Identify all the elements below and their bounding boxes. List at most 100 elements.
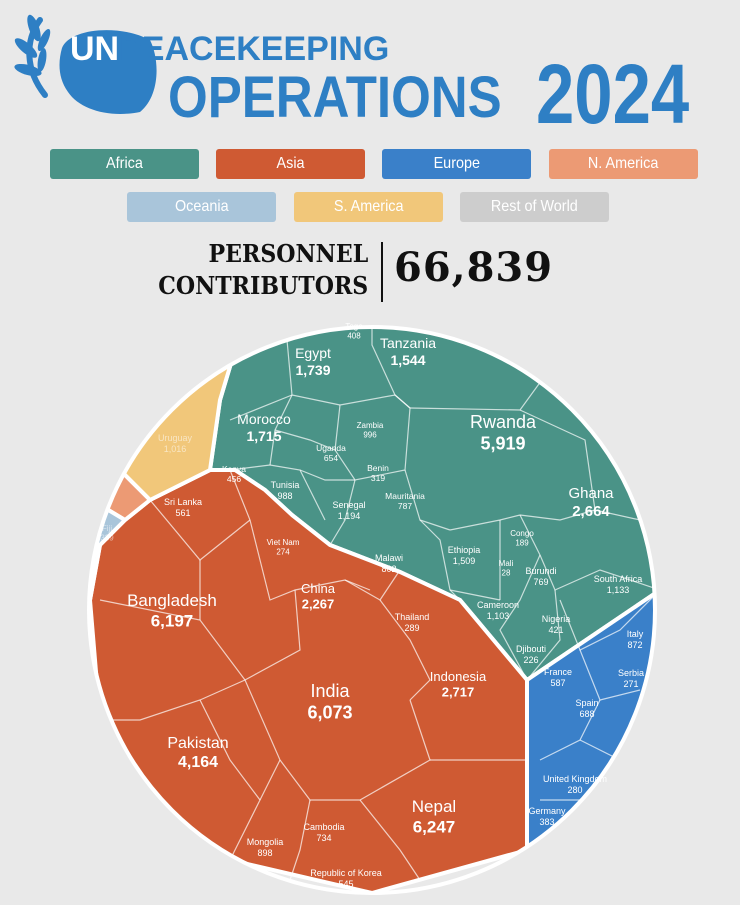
cell-boundary (100, 679, 246, 721)
legend-item-s-america: S. America (294, 192, 443, 222)
cell-label-congo: Congo (510, 529, 534, 538)
cell-label-burundi: Burundi (525, 566, 556, 576)
cell-boundary (379, 599, 431, 701)
title-line2: OPERATIONS (168, 65, 502, 130)
cell-boundary (199, 699, 261, 861)
legend-label: Asia (276, 155, 305, 172)
cell-value-serbia: 271 (623, 679, 638, 689)
cell-label-malawi: Malawi (375, 553, 403, 563)
cell-boundary (244, 679, 431, 801)
cell-value-ghana: 2,664 (572, 503, 610, 520)
cell-label-nepal: Nepal (412, 797, 456, 816)
legend-item-n-america: N. America (549, 149, 698, 179)
cell-label-italy: Italy (627, 629, 644, 639)
cell-label-viet-nam: Viet Nam (267, 538, 300, 547)
cell-boundary (526, 589, 561, 681)
cell-boundary (229, 394, 293, 421)
cell-value-cambodia: 734 (316, 833, 331, 843)
legend-label: N. America (588, 155, 659, 172)
cell-value-rwanda: 5,919 (480, 434, 525, 454)
cell-value-ethiopia: 1,509 (453, 556, 476, 566)
cell-value-italy: 872 (627, 640, 642, 650)
contributors-label-line2: CONTRIBUTORS (158, 271, 368, 300)
cell-value-malawi: 802 (381, 564, 396, 574)
cell-label-ghana: Ghana (568, 485, 614, 502)
cell-boundary (419, 519, 461, 601)
cell-boundary (244, 589, 301, 681)
contributors-total: 66,839 (394, 244, 554, 291)
cell-label-togo: Togo (345, 322, 363, 331)
cell-label-united-kingdom: United Kingdom (543, 774, 607, 784)
title-line1: UNPEACEKEEPING (70, 30, 389, 69)
cell-boundary (449, 589, 501, 601)
cell-label-benin: Benin (367, 463, 389, 473)
cell-value-zambia: 996 (363, 431, 377, 440)
cell-label-nigeria: Nigeria (542, 614, 571, 624)
cell-label-uruguay: Uruguay (158, 433, 193, 443)
cell-label-mongolia: Mongolia (247, 837, 284, 847)
cell-value-djibouti: 226 (523, 655, 538, 665)
cell-value-united-kingdom: 280 (567, 785, 582, 795)
un-laurel-logo-icon (14, 14, 157, 114)
cell-value-nigeria: 421 (548, 625, 563, 635)
cell-boundary (259, 759, 281, 801)
cell-value-republic-of-korea: 545 (338, 879, 353, 889)
cell-boundary (274, 429, 336, 451)
cell-value-viet-nam: 274 (276, 548, 290, 557)
cell-value-china: 2,267 (302, 597, 335, 612)
cell-label-uganda: Uganda (316, 443, 346, 453)
cell-value-south-africa: 1,133 (607, 585, 630, 595)
cell-value-fiji: 339 (100, 534, 114, 543)
cell-label-rwanda: Rwanda (470, 412, 537, 432)
contributors-divider (381, 242, 383, 302)
legend-label: Europe (433, 155, 480, 172)
cell-boundary (289, 799, 311, 881)
cell-value-mauritania: 787 (398, 501, 412, 511)
cell-value-bangladesh: 6,197 (151, 611, 194, 630)
cell-label-ethiopia: Ethiopia (448, 545, 481, 555)
cell-label-kenya: Kenya (222, 464, 246, 474)
cell-label-south-africa: South Africa (594, 574, 643, 584)
cell-label-india: India (310, 681, 350, 701)
cell-label-tunisia: Tunisia (271, 480, 300, 490)
cell-boundary (299, 469, 355, 481)
cell-value-india: 6,073 (307, 703, 352, 723)
contributors-label-line1: PERSONNEL (208, 239, 368, 268)
cell-label-tanzania: Tanzania (380, 335, 436, 351)
cell-value-france: 587 (550, 678, 565, 688)
cell-value-uruguay: 1,016 (164, 444, 187, 454)
cell-value-senegal: 1,194 (338, 511, 361, 521)
cell-label-morocco: Morocco (237, 411, 291, 427)
cell-value-nepal: 6,247 (413, 817, 456, 836)
cell-label-pakistan: Pakistan (167, 735, 228, 752)
cell-value-spain: 688 (579, 709, 594, 719)
legend-item-europe: Europe (382, 149, 531, 179)
title-year: 2024 (536, 47, 690, 141)
cell-value-indonesia: 2,717 (442, 685, 475, 700)
title-prefix: UN (70, 30, 120, 68)
cell-label-senegal: Senegal (332, 500, 365, 510)
cell-value-congo: 189 (515, 539, 529, 548)
legend-item-asia: Asia (216, 149, 365, 179)
cell-label-indonesia: Indonesia (430, 669, 487, 684)
cell-label-germany: Germany (528, 806, 566, 816)
cell-value-mongolia: 898 (257, 848, 272, 858)
title-text: PEACEKEEPING (119, 30, 390, 68)
cell-label-cambodia: Cambodia (303, 822, 344, 832)
cell-label-republic-of-korea: Republic of Korea (310, 868, 382, 878)
cell-value-tunisia: 988 (277, 491, 292, 501)
cell-boundary (229, 464, 326, 521)
cell-label-egypt: Egypt (295, 345, 331, 361)
cell-value-mali: 28 (502, 569, 511, 578)
cell-value-kenya: 456 (227, 474, 241, 484)
cell-value-benin: 319 (371, 473, 385, 483)
cell-label-cameroon: Cameroon (477, 600, 519, 610)
cell-boundary (329, 479, 356, 546)
legend-label: Oceania (174, 198, 229, 215)
legend-label: Africa (106, 155, 143, 172)
legend-item-oceania: Oceania (127, 192, 276, 222)
cell-label-serbia: Serbia (618, 668, 644, 678)
cell-boundary (499, 554, 541, 681)
cell-label-mali: Mali (499, 559, 514, 568)
